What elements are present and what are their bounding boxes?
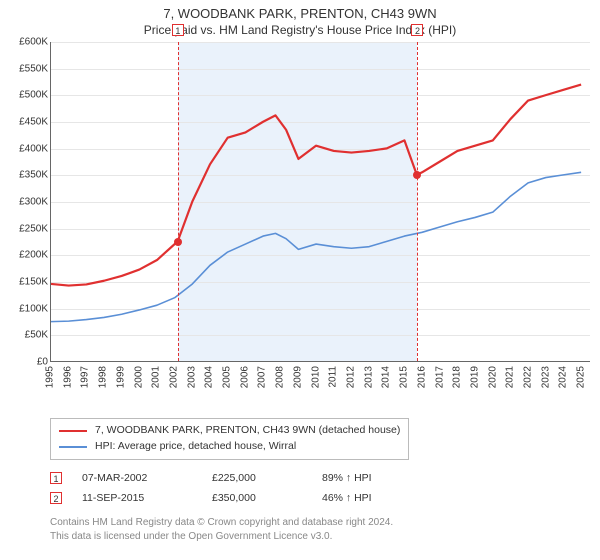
x-tick-label: 2021	[505, 366, 516, 388]
legend-swatch	[59, 446, 87, 448]
chart-subtitle: Price paid vs. HM Land Registry's House …	[0, 23, 600, 37]
x-tick-label: 2011	[328, 366, 339, 388]
sale-row-marker: 2	[50, 492, 62, 504]
x-tick-label: 1996	[62, 366, 73, 388]
sale-row-marker: 1	[50, 472, 62, 484]
sales-table: 1 07-MAR-2002 £225,000 89% ↑ HPI 2 11-SEP-201…	[50, 468, 422, 508]
x-tick-label: 2014	[381, 366, 392, 388]
y-tick-label: £200K	[4, 250, 48, 261]
title-block: 7, WOODBANK PARK, PRENTON, CH43 9WN Pric…	[0, 0, 600, 37]
sale-diff: 46% ↑ HPI	[322, 492, 422, 504]
footnote: Contains HM Land Registry data © Crown c…	[50, 516, 393, 543]
band-border	[417, 42, 418, 361]
x-tick-label: 2004	[204, 366, 215, 388]
line-series-svg	[51, 42, 590, 361]
y-tick-label: £400K	[4, 143, 48, 154]
x-tick-label: 2018	[452, 366, 463, 388]
x-tick-label: 2001	[151, 366, 162, 388]
y-tick-label: £100K	[4, 303, 48, 314]
x-tick-label: 2010	[310, 366, 321, 388]
x-tick-label: 2003	[186, 366, 197, 388]
x-tick-label: 2024	[558, 366, 569, 388]
sale-price: £350,000	[212, 492, 302, 504]
x-tick-label: 2015	[399, 366, 410, 388]
y-tick-label: £50K	[4, 330, 48, 341]
y-tick-label: £550K	[4, 63, 48, 74]
x-tick-label: 2012	[345, 366, 356, 388]
legend-row: 7, WOODBANK PARK, PRENTON, CH43 9WN (det…	[59, 423, 400, 439]
y-tick-label: £300K	[4, 197, 48, 208]
legend-swatch	[59, 430, 87, 432]
y-tick-label: £350K	[4, 170, 48, 181]
legend: 7, WOODBANK PARK, PRENTON, CH43 9WN (det…	[50, 418, 409, 460]
sale-price: £225,000	[212, 472, 302, 484]
band-border	[178, 42, 179, 361]
sale-diff: 89% ↑ HPI	[322, 472, 422, 484]
sale-marker-dot	[413, 171, 421, 179]
plot-area: 12	[50, 42, 590, 362]
x-tick-label: 2023	[540, 366, 551, 388]
x-tick-label: 1998	[98, 366, 109, 388]
x-tick-label: 2008	[275, 366, 286, 388]
sale-date: 11-SEP-2015	[82, 492, 192, 504]
series-line-hpi	[51, 172, 581, 321]
legend-label: HPI: Average price, detached house, Wirr…	[95, 439, 296, 455]
footnote-line-1: Contains HM Land Registry data © Crown c…	[50, 516, 393, 530]
y-tick-label: £450K	[4, 117, 48, 128]
x-tick-label: 1995	[45, 366, 56, 388]
x-tick-label: 2022	[523, 366, 534, 388]
x-tick-label: 2013	[363, 366, 374, 388]
sale-marker-box: 2	[411, 24, 423, 36]
legend-row: HPI: Average price, detached house, Wirr…	[59, 439, 400, 455]
x-tick-label: 2007	[257, 366, 268, 388]
y-tick-label: £250K	[4, 223, 48, 234]
sale-marker-dot	[174, 238, 182, 246]
x-tick-label: 2006	[239, 366, 250, 388]
series-line-subject	[51, 85, 581, 286]
x-tick-label: 2020	[487, 366, 498, 388]
y-tick-label: £500K	[4, 90, 48, 101]
x-tick-label: 2025	[576, 366, 587, 388]
sale-marker-box: 1	[172, 24, 184, 36]
x-tick-label: 1999	[115, 366, 126, 388]
x-tick-label: 2009	[292, 366, 303, 388]
chart-title: 7, WOODBANK PARK, PRENTON, CH43 9WN	[0, 6, 600, 21]
sale-row: 2 11-SEP-2015 £350,000 46% ↑ HPI	[50, 488, 422, 508]
x-tick-label: 2017	[434, 366, 445, 388]
legend-label: 7, WOODBANK PARK, PRENTON, CH43 9WN (det…	[95, 423, 400, 439]
y-tick-label: £150K	[4, 277, 48, 288]
x-tick-label: 2005	[222, 366, 233, 388]
x-tick-label: 1997	[80, 366, 91, 388]
x-tick-label: 2019	[469, 366, 480, 388]
x-tick-label: 2000	[133, 366, 144, 388]
footnote-line-2: This data is licensed under the Open Gov…	[50, 530, 393, 544]
y-tick-label: £600K	[4, 37, 48, 48]
x-tick-label: 2016	[416, 366, 427, 388]
sale-row: 1 07-MAR-2002 £225,000 89% ↑ HPI	[50, 468, 422, 488]
x-tick-label: 2002	[168, 366, 179, 388]
y-tick-label: £0	[4, 357, 48, 368]
chart: 12 £0 £50K £100K £150K £200K £250K £300K £350K £…	[0, 42, 600, 392]
sale-date: 07-MAR-2002	[82, 472, 192, 484]
